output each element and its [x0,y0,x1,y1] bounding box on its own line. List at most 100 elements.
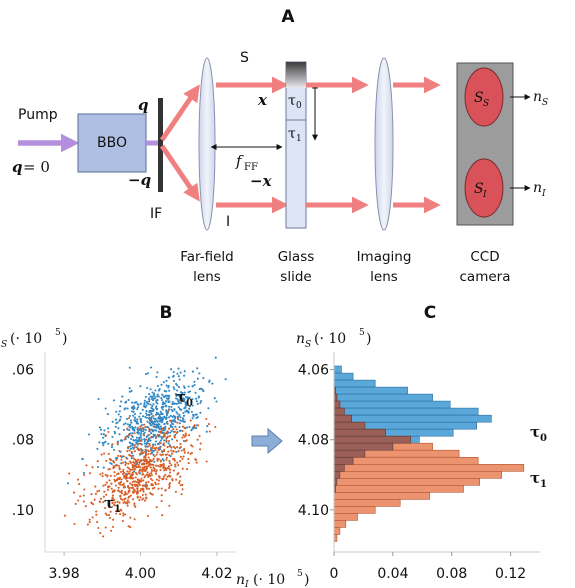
scatter-point [115,458,118,462]
scatter-point [126,446,130,449]
scatter-point [98,489,101,492]
scatter-point [158,475,161,478]
scatter-point [115,464,118,467]
svg-text:0: 0 [186,398,193,409]
scatter-point [159,439,163,442]
scatter-point [114,457,118,460]
svg-text:n: n [533,89,542,105]
scatter-point [135,465,138,468]
svg-text:lens: lens [193,269,221,285]
scatter-point [111,494,115,497]
scatter-point [179,402,182,405]
scatter-point [150,395,153,398]
scatter-point [214,425,217,429]
scatter-point [165,414,168,417]
scatter-point [107,501,111,504]
hist-y-tick-label: 4.08 [298,433,329,449]
scatter-point [161,408,164,411]
scatter-point [104,506,107,510]
scatter-point [151,405,154,408]
scatter-point [127,462,130,465]
idler-output-label: n I [533,180,546,199]
scatter-point [112,464,115,467]
scatter-point [142,468,145,471]
scatter-point [165,390,168,393]
scatter-point [128,467,131,470]
scatter-point [155,375,158,379]
scatter-point [161,453,165,456]
scatter-point [117,464,121,467]
scatter-point [122,455,125,458]
scatter-point [143,399,146,402]
scatter-point [185,426,189,429]
scatter-point [152,403,155,406]
scatter-point [188,425,191,429]
scatter-point [136,481,139,484]
scatter-point [199,448,202,451]
scatter-point [133,412,137,416]
scatter-point [149,463,152,466]
scatter-point [126,450,129,453]
hist-bar-tau1 [333,520,347,528]
scatter-point [150,420,153,423]
scatter-point [159,425,163,428]
scatter-point [162,462,165,466]
scatter-point [183,374,186,377]
scatter-point [129,494,132,497]
scatter-point [224,378,227,381]
scatter-point [148,398,151,401]
scatter-point [159,460,162,463]
scatter-point [198,388,201,391]
scatter-point [184,434,188,437]
scatter-point [167,450,170,453]
scatter-point [128,387,131,390]
scatter-point [127,416,131,420]
scatter-point [156,393,159,396]
scatter-point [156,371,159,374]
scatter-point [139,468,142,471]
scatter-point [83,473,86,476]
scatter-point [153,455,156,458]
scatter-point [150,471,153,475]
scatter-point [174,463,177,466]
scatter-point [181,420,184,423]
scatter-point [182,397,185,400]
svg-text:1: 1 [540,479,547,490]
hist-tau1-label: τ 1 [530,469,547,490]
scatter-point [107,427,110,430]
scatter-point [176,446,179,449]
scatter-point [151,447,154,450]
scatter-point [150,469,153,473]
scatter-point [215,400,218,403]
svg-text:τ: τ [530,469,540,487]
scatter-point [178,378,181,381]
scatter-point [96,465,100,469]
scatter-point [175,450,178,454]
scatter-point [147,437,150,440]
scatter-point [107,505,111,508]
scatter-point [128,414,131,418]
scatter-point [173,436,176,439]
scatter-point [162,459,165,462]
scatter-point [145,487,148,490]
scatter-point [112,460,115,463]
scatter-point [173,408,176,411]
scatter-point [142,405,146,408]
scatter-point [160,416,163,419]
hist-x-ticks: 0 0.04 0.08 0.12 [330,552,526,582]
svg-text:I: I [541,189,546,199]
scatter-point [178,480,181,483]
scatter-point [180,398,183,401]
scatter-point [111,497,114,500]
scatter-point [110,446,114,449]
scatter-point [160,383,163,386]
hist-tau0-label: τ 0 [530,423,547,444]
scatter-point [168,394,171,397]
scatter-point [174,490,177,493]
scatter-point [154,481,157,484]
scatter-point [183,391,186,394]
scatter-point [76,478,80,481]
scatter-point [133,439,136,442]
scatter-point [152,466,155,469]
scatter-point [164,453,167,456]
